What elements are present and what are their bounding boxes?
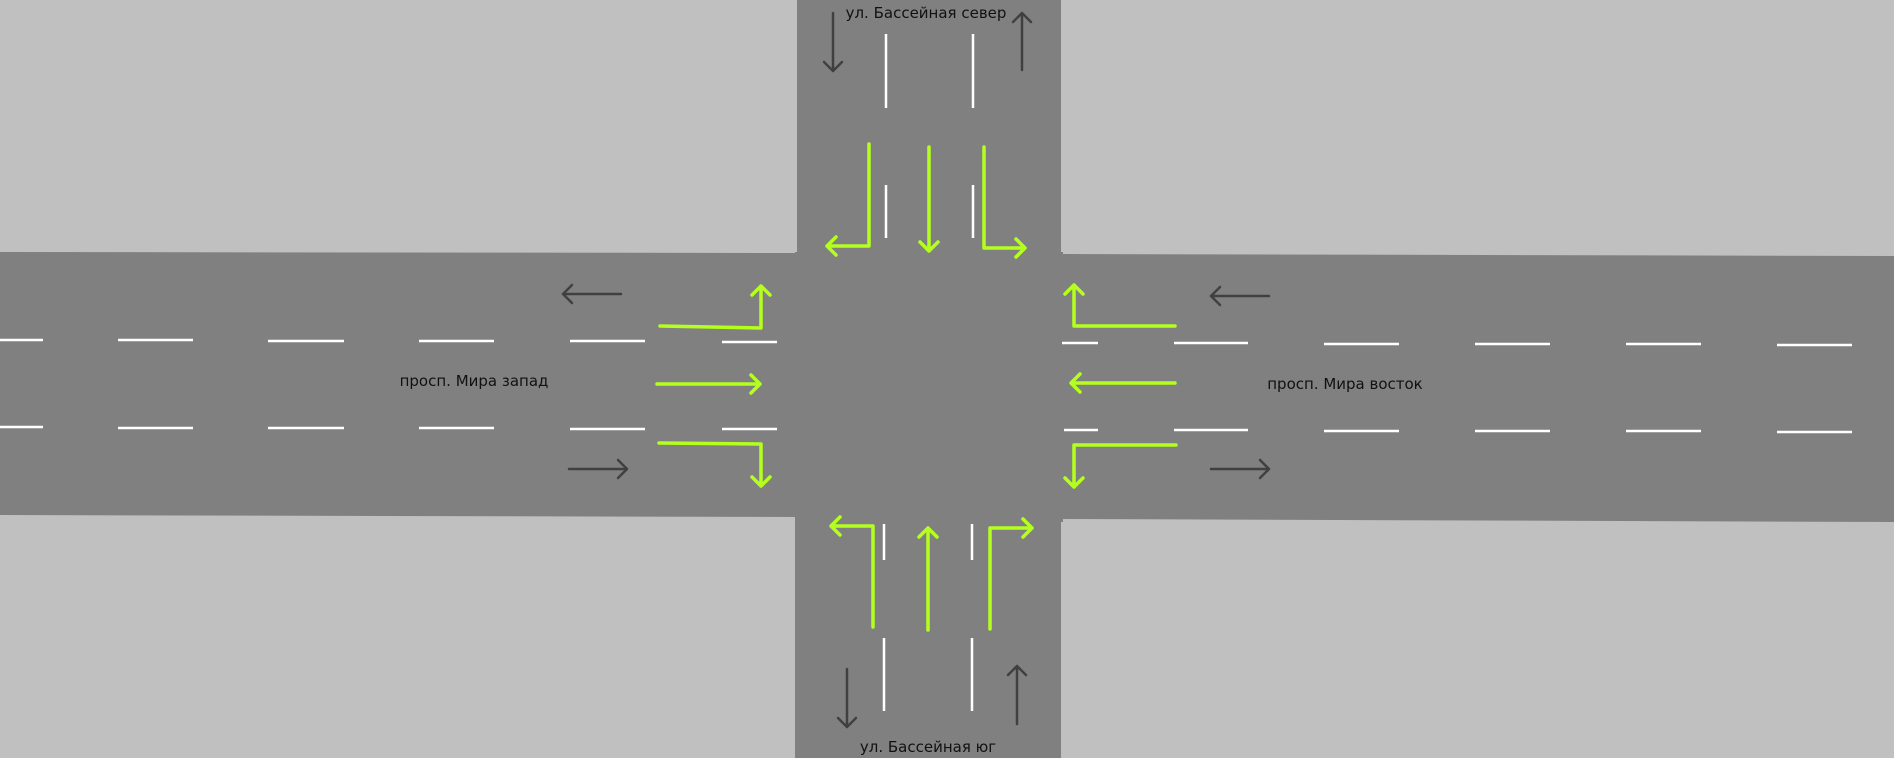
turn-arrow-icon [1069,372,1177,394]
turn-arrow-icon [825,142,871,257]
arrow-icon [836,667,858,729]
arrow-icon [1209,458,1271,480]
turn-arrow-icon [917,526,939,632]
arrow-icon [822,11,844,73]
intersection-box [795,252,1063,522]
street-label-west: просп. Мира запад [400,372,549,390]
turn-arrow-icon [1063,283,1177,328]
street-label-south: ул. Бассейная юг [860,738,996,756]
arrow-icon [561,283,623,305]
turn-arrow-icon [657,441,772,488]
street-label-east: просп. Мира восток [1267,375,1423,393]
turn-lane-arrows [655,142,1178,632]
turn-arrow-icon [1063,443,1178,489]
arrow-icon [1209,285,1271,307]
road-west-arm [0,252,797,517]
turn-arrow-icon [982,145,1027,259]
turn-arrow-icon [918,145,940,253]
lane-markings [0,34,1852,711]
turn-arrow-icon [655,373,762,395]
street-label-north: ул. Бассейная север [846,4,1007,22]
turn-arrow-icon [829,515,875,629]
arrow-icon [1006,664,1028,726]
turn-arrow-icon [988,517,1034,631]
arrow-icon [567,458,629,480]
turn-arrow-icon [658,284,772,330]
road-east-arm [1061,254,1894,522]
traffic-direction-arrows [561,11,1271,729]
arrow-icon [1011,11,1033,72]
